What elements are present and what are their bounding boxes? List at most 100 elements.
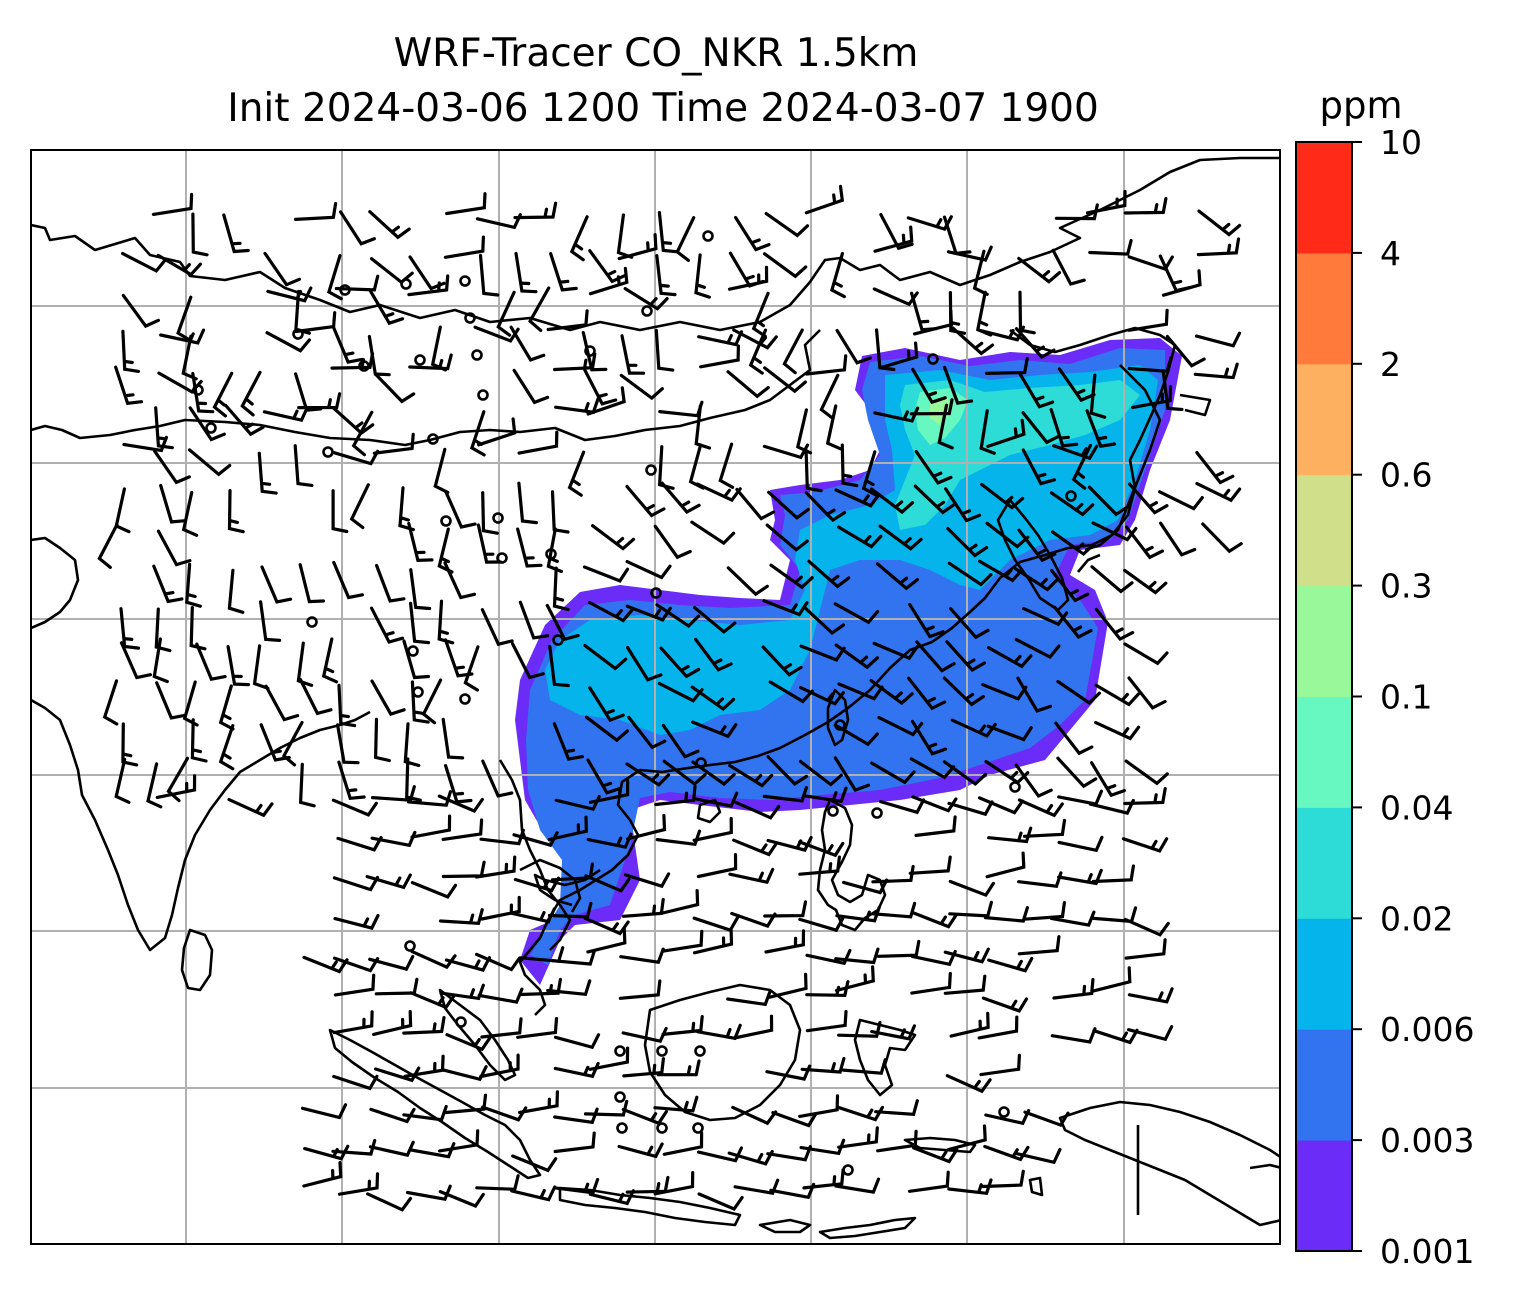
wind-barb — [331, 325, 364, 364]
wind-barb — [728, 763, 774, 788]
wind-barb — [675, 216, 696, 262]
wind-barb — [908, 602, 945, 639]
wind-barb — [943, 365, 974, 405]
wind-barb — [240, 370, 262, 417]
wind-barb — [553, 352, 597, 372]
wind-barb — [444, 956, 491, 972]
coastline-mainland — [31, 156, 1280, 332]
wind-barb — [281, 720, 304, 767]
wind-barb — [227, 568, 245, 614]
calm-wind-marker — [692, 1122, 704, 1134]
colorbar-tick-label: 0.02 — [1380, 899, 1453, 938]
colorbar-tick-label: 4 — [1380, 234, 1401, 273]
wind-barb — [799, 644, 846, 662]
wind-barb — [546, 979, 592, 997]
wind-barb — [296, 641, 314, 687]
wind-barb — [804, 448, 823, 493]
calm-wind-marker — [552, 634, 564, 646]
wind-barb — [264, 684, 300, 722]
wind-barb — [1127, 676, 1167, 710]
wind-barb — [510, 1185, 557, 1202]
wind-barb — [331, 1138, 377, 1156]
wind-barb — [332, 560, 364, 600]
wind-barb — [732, 838, 779, 857]
wind-barb — [265, 331, 311, 353]
wind-barb — [879, 213, 914, 251]
wind-barb — [782, 328, 804, 375]
wind-barb — [1053, 605, 1093, 640]
wind-barb — [696, 1146, 743, 1163]
wind-barb — [402, 1016, 446, 1035]
wind-barb — [655, 254, 677, 297]
wind-barb — [224, 403, 265, 437]
wind-barb — [726, 989, 772, 1007]
wind-barb — [653, 1171, 695, 1196]
wind-barb — [765, 523, 809, 552]
wind-barb — [696, 853, 738, 879]
wind-barb — [1125, 525, 1164, 560]
colorbar-unit: ppm — [1319, 84, 1402, 127]
wind-barb — [1057, 835, 1104, 853]
wind-barb — [625, 762, 671, 787]
wind-barb — [942, 760, 988, 786]
wind-barb — [1194, 331, 1242, 348]
wind-barb — [1057, 367, 1096, 403]
colorbar-segment — [1296, 363, 1352, 476]
wind-barb — [512, 368, 550, 405]
calm-wind-marker — [650, 587, 662, 599]
wind-barb — [986, 418, 1026, 448]
wind-barb — [748, 328, 768, 375]
wind-barb — [97, 523, 119, 569]
wind-barb — [252, 644, 270, 690]
wind-barb — [1127, 1025, 1174, 1042]
wind-barb — [1196, 237, 1241, 257]
wind-barb — [408, 353, 453, 371]
calm-wind-marker — [400, 278, 412, 290]
wind-barb — [372, 432, 415, 455]
wind-barb — [476, 523, 503, 564]
wind-barb — [661, 723, 700, 759]
wind-barb — [977, 796, 1025, 815]
wind-barb — [552, 722, 584, 761]
wind-barb — [552, 566, 570, 612]
wind-barb — [805, 1009, 848, 1033]
calm-wind-marker — [407, 645, 419, 657]
wind-barb — [840, 443, 859, 488]
wind-barb — [837, 682, 884, 701]
wind-barb — [402, 639, 430, 680]
wind-barb — [872, 641, 919, 661]
wind-barb — [1088, 238, 1133, 256]
wind-barb — [979, 409, 996, 455]
wind-barb — [875, 562, 919, 591]
coastline-mekong — [519, 858, 582, 913]
wind-barb — [977, 1015, 1019, 1040]
wind-barb — [410, 814, 452, 839]
wind-barb — [156, 529, 192, 567]
wind-barb — [1127, 356, 1173, 373]
wind-barb — [298, 563, 325, 604]
wind-barb — [586, 386, 626, 416]
wind-barb — [375, 563, 406, 603]
wind-barb — [441, 818, 484, 841]
wind-barb — [1049, 910, 1096, 927]
wind-barb — [191, 212, 209, 257]
wind-barb — [403, 722, 421, 768]
wind-barb — [365, 873, 412, 890]
wind-barb — [405, 1184, 452, 1202]
colorbar-segment — [1296, 474, 1352, 587]
wind-barb — [331, 489, 349, 534]
wind-barb — [842, 878, 889, 895]
wind-barb — [697, 330, 744, 347]
wind-barb — [1094, 607, 1135, 642]
wind-barb — [1056, 679, 1101, 705]
wind-barb — [834, 947, 880, 965]
coastline-borneo — [643, 983, 802, 1122]
colorbar-segment — [1296, 1029, 1352, 1141]
calm-wind-marker — [694, 1045, 706, 1057]
calm-wind-marker — [306, 616, 318, 628]
wind-barb — [906, 215, 953, 232]
coastline-srilanka — [180, 928, 214, 992]
wind-barb — [588, 1046, 630, 1071]
wind-barb — [567, 450, 586, 497]
wind-barb — [871, 864, 915, 884]
